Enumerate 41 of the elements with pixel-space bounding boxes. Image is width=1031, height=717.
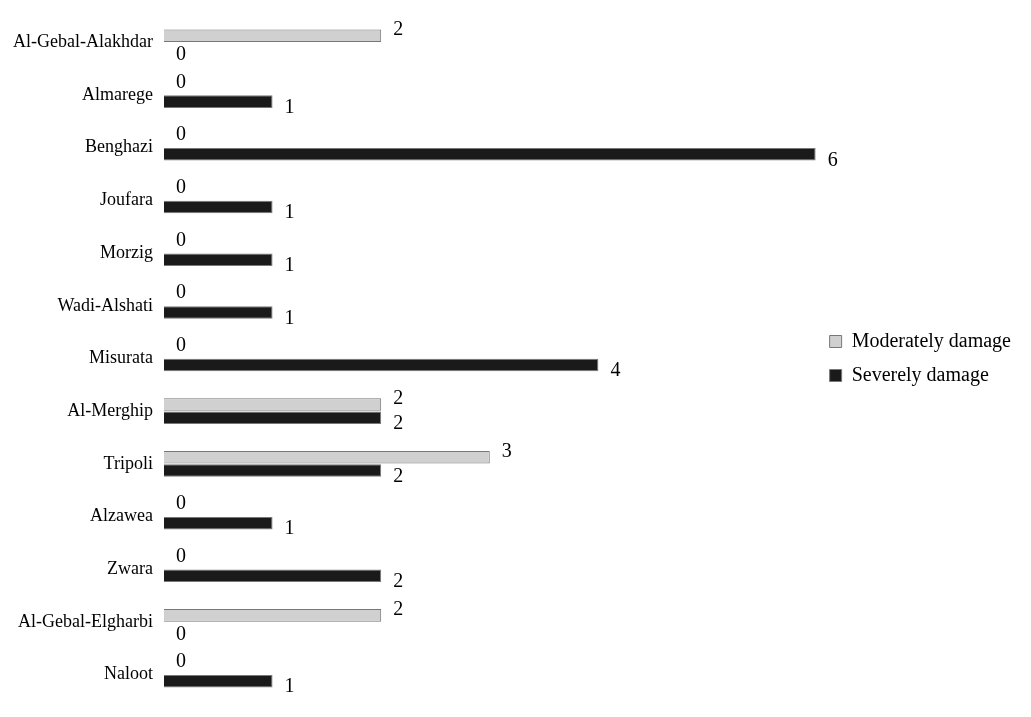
data-label: 2 [393,463,404,486]
data-label: 1 [284,305,295,328]
data-label: 2 [393,17,404,40]
data-label: 0 [175,543,186,566]
y-tick-label: Joufara [99,189,153,210]
data-label: 4 [610,358,621,381]
data-label: 0 [175,621,186,644]
data-label: 1 [284,252,295,275]
data-label: 0 [175,122,186,145]
data-label: 2 [393,385,404,408]
data-label: 0 [175,333,186,356]
y-tick-label: Al-Merghip [67,399,153,420]
data-label: 0 [175,491,186,514]
data-label: 3 [501,438,512,461]
data-label: 0 [175,69,186,92]
y-tick-label: Zwara [106,558,153,578]
y-tick-label: Morzig [99,241,153,262]
legend-label: Severely damage [851,362,989,386]
legend-label: Moderately damage [851,328,1012,352]
data-label: 1 [284,516,295,539]
data-label: 2 [393,596,404,619]
data-label: 6 [827,147,838,170]
data-label: 0 [175,42,186,65]
data-label: 0 [175,649,186,672]
data-label: 1 [284,94,295,117]
y-tick-label: Misurata [88,347,153,368]
y-tick-label: Alzawea [89,505,153,526]
data-label: 1 [284,200,295,223]
data-label: 0 [175,280,186,303]
y-tick-label: Naloot [103,663,153,684]
y-tick-label: Almarege [81,83,153,104]
data-label: 2 [393,569,404,592]
data-label: 0 [175,175,186,198]
data-label: 1 [284,674,295,697]
y-tick-label: Wadi-Alshati [57,294,153,315]
y-tick-label: Benghazi [84,136,153,157]
data-label: 0 [175,227,186,250]
data-label: 2 [393,411,404,434]
y-tick-label: Tripoli [103,452,153,473]
y-tick-label: Al-Gebal-Alakhdar [12,31,153,52]
y-tick-label: Al-Gebal-Elgharbi [17,610,153,631]
